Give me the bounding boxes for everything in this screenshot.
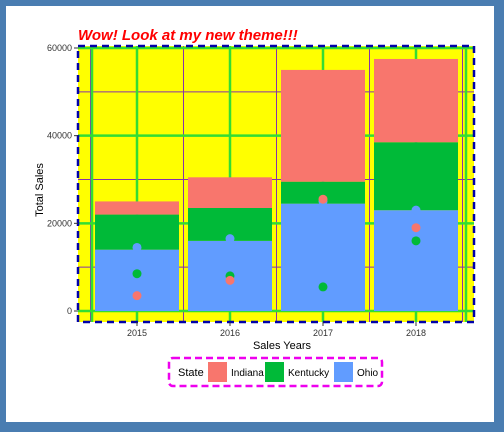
y-axis: 0 20000 40000 60000 bbox=[47, 43, 78, 316]
legend: State Indiana Kentucky Ohio bbox=[167, 356, 384, 388]
bar-indiana-2016 bbox=[188, 177, 272, 208]
point-ohio-2015 bbox=[132, 242, 142, 252]
y-tick-label: 20000 bbox=[47, 218, 72, 228]
point-kentucky-2018 bbox=[411, 236, 421, 246]
bar-indiana-2015 bbox=[95, 201, 179, 215]
y-tick-label: 0 bbox=[67, 306, 72, 316]
bar-kentucky-2017 bbox=[281, 181, 365, 204]
legend-label-kentucky: Kentucky bbox=[288, 368, 329, 379]
bar-indiana-2017 bbox=[281, 69, 365, 182]
legend-title: State bbox=[178, 367, 204, 379]
point-ohio-2016 bbox=[225, 234, 235, 244]
point-kentucky-2017 bbox=[318, 282, 328, 292]
bar-kentucky-2018 bbox=[374, 142, 458, 211]
y-axis-title: Total Sales bbox=[34, 163, 46, 217]
point-kentucky-2015 bbox=[132, 269, 142, 279]
point-ohio-2018 bbox=[411, 205, 421, 215]
x-tick-label: 2018 bbox=[406, 328, 426, 338]
y-tick-label: 60000 bbox=[47, 43, 72, 53]
legend-key-ohio bbox=[334, 362, 353, 382]
chart-title: Wow! Look at my new theme!!! bbox=[78, 27, 298, 44]
x-axis: 2015 2016 2017 2018 bbox=[127, 322, 426, 338]
x-axis-title: Sales Years bbox=[253, 340, 312, 352]
bar-ohio-2015 bbox=[95, 249, 179, 311]
legend-key-kentucky bbox=[265, 362, 284, 382]
chart-card: Wow! Look at my new theme!!! 2015 2016 201… bbox=[6, 6, 494, 422]
bar-indiana-2018 bbox=[374, 58, 458, 143]
x-tick-label: 2015 bbox=[127, 328, 147, 338]
point-indiana-2015 bbox=[132, 291, 142, 301]
legend-label-ohio: Ohio bbox=[357, 368, 379, 379]
y-tick-label: 40000 bbox=[47, 131, 72, 141]
bar-ohio-2017 bbox=[281, 203, 365, 311]
point-indiana-2018 bbox=[411, 223, 421, 233]
x-tick-label: 2017 bbox=[313, 328, 333, 338]
legend-label-indiana: Indiana bbox=[231, 368, 264, 379]
plot-panel bbox=[76, 44, 476, 324]
chart: Wow! Look at my new theme!!! 2015 2016 201… bbox=[34, 27, 476, 388]
x-tick-label: 2016 bbox=[220, 328, 240, 338]
point-indiana-2017 bbox=[318, 194, 328, 204]
point-indiana-2016 bbox=[225, 275, 235, 285]
panel-border bbox=[76, 44, 476, 324]
legend-key-indiana bbox=[208, 362, 227, 382]
